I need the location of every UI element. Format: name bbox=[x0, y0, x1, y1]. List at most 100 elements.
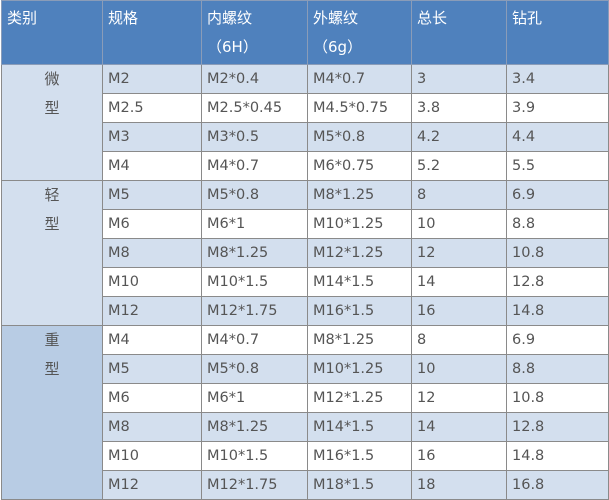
header-label: 规格 bbox=[108, 9, 139, 27]
drill-hole-cell: 4.4 bbox=[506, 122, 609, 152]
internal-thread-cell: M4*0.7 bbox=[201, 325, 308, 355]
external-thread-cell: M12*1.25 bbox=[307, 238, 412, 268]
external-thread-cell: M16*1.5 bbox=[307, 441, 412, 471]
spec-cell: M5 bbox=[102, 354, 202, 384]
spec-cell: M10 bbox=[102, 267, 202, 297]
category-cell: 轻型 bbox=[1, 180, 103, 326]
spec-cell: M3 bbox=[102, 122, 202, 152]
category-char: 型 bbox=[44, 360, 60, 378]
header-label: 外螺纹 bbox=[313, 9, 359, 27]
table-row: M12 M12*1.75 M16*1.5 16 14.8 bbox=[2, 296, 609, 326]
external-thread-cell: M16*1.5 bbox=[307, 296, 412, 326]
internal-thread-cell: M2*0.4 bbox=[201, 64, 308, 94]
header-spec: 规格 bbox=[102, 0, 202, 65]
header-label: 钻孔 bbox=[512, 9, 543, 27]
drill-hole-cell: 8.8 bbox=[506, 354, 609, 384]
header-total-length: 总长 bbox=[411, 0, 507, 65]
spec-cell: M12 bbox=[102, 470, 202, 500]
external-thread-cell: M6*0.75 bbox=[307, 151, 412, 181]
header-external-thread: 外螺纹 （6g） bbox=[307, 0, 412, 65]
header-sublabel: （6H） bbox=[207, 38, 258, 56]
total-length-cell: 16 bbox=[411, 296, 507, 326]
internal-thread-cell: M10*1.5 bbox=[201, 267, 308, 297]
drill-hole-cell: 3.4 bbox=[506, 64, 609, 94]
internal-thread-cell: M12*1.75 bbox=[201, 470, 308, 500]
category-char: 轻 bbox=[44, 186, 60, 204]
total-length-cell: 3 bbox=[411, 64, 507, 94]
table-row: M8 M8*1.25 M12*1.25 12 10.8 bbox=[2, 238, 609, 268]
external-thread-cell: M8*1.25 bbox=[307, 325, 412, 355]
table-row: M10 M10*1.5 M16*1.5 16 14.8 bbox=[2, 441, 609, 471]
external-thread-cell: M10*1.25 bbox=[307, 354, 412, 384]
internal-thread-cell: M8*1.25 bbox=[201, 412, 308, 442]
header-label: 内螺纹 bbox=[207, 9, 253, 27]
table-row: 轻型 M5 M5*0.8 M8*1.25 8 6.9 bbox=[1, 180, 609, 326]
total-length-cell: 8 bbox=[411, 325, 507, 355]
header-label: 类别 bbox=[7, 9, 38, 27]
total-length-cell: 5.2 bbox=[411, 151, 507, 181]
header-drill-hole: 钻孔 bbox=[506, 0, 609, 65]
header-sublabel: （6g） bbox=[313, 38, 363, 56]
category-char: 微 bbox=[44, 70, 60, 88]
spec-cell: M2.5 bbox=[102, 93, 202, 123]
internal-thread-cell: M3*0.5 bbox=[201, 122, 308, 152]
spec-cell: M10 bbox=[102, 441, 202, 471]
external-thread-cell: M14*1.5 bbox=[307, 267, 412, 297]
drill-hole-cell: 3.9 bbox=[506, 93, 609, 123]
drill-hole-cell: 10.8 bbox=[506, 383, 609, 413]
total-length-cell: 10 bbox=[411, 209, 507, 239]
drill-hole-cell: 8.8 bbox=[506, 209, 609, 239]
external-thread-cell: M4.5*0.75 bbox=[307, 93, 412, 123]
spec-cell: M6 bbox=[102, 383, 202, 413]
total-length-cell: 14 bbox=[411, 267, 507, 297]
total-length-cell: 3.8 bbox=[411, 93, 507, 123]
external-thread-cell: M12*1.25 bbox=[307, 383, 412, 413]
internal-thread-cell: M5*0.8 bbox=[201, 354, 308, 384]
total-length-cell: 16 bbox=[411, 441, 507, 471]
total-length-cell: 8 bbox=[411, 180, 507, 210]
category-cell: 重型 bbox=[1, 325, 103, 500]
drill-hole-cell: 14.8 bbox=[506, 441, 609, 471]
internal-thread-cell: M2.5*0.45 bbox=[201, 93, 308, 123]
external-thread-cell: M18*1.5 bbox=[307, 470, 412, 500]
table-row: M2.5 M2.5*0.45 M4.5*0.75 3.8 3.9 bbox=[2, 93, 609, 123]
table-row: 微型 M2 M2*0.4 M4*0.7 3 3.4 bbox=[1, 64, 609, 181]
drill-hole-cell: 12.8 bbox=[506, 267, 609, 297]
category-char: 型 bbox=[44, 215, 60, 233]
spec-cell: M12 bbox=[102, 296, 202, 326]
drill-hole-cell: 14.8 bbox=[506, 296, 609, 326]
header-internal-thread: 内螺纹 （6H） bbox=[201, 0, 308, 65]
table-row: M6 M6*1 M10*1.25 10 8.8 bbox=[2, 209, 609, 239]
spec-cell: M8 bbox=[102, 412, 202, 442]
drill-hole-cell: 6.9 bbox=[506, 325, 609, 355]
internal-thread-cell: M4*0.7 bbox=[201, 151, 308, 181]
internal-thread-cell: M12*1.75 bbox=[201, 296, 308, 326]
external-thread-cell: M10*1.25 bbox=[307, 209, 412, 239]
total-length-cell: 18 bbox=[411, 470, 507, 500]
table-row: M8 M8*1.25 M14*1.5 14 12.8 bbox=[2, 412, 609, 442]
external-thread-cell: M8*1.25 bbox=[307, 180, 412, 210]
total-length-cell: 4.2 bbox=[411, 122, 507, 152]
spec-cell: M8 bbox=[102, 238, 202, 268]
table-row: M10 M10*1.5 M14*1.5 14 12.8 bbox=[2, 267, 609, 297]
table-row: M3 M3*0.5 M5*0.8 4.2 4.4 bbox=[2, 122, 609, 152]
drill-hole-cell: 5.5 bbox=[506, 151, 609, 181]
category-char: 重 bbox=[44, 331, 60, 349]
spec-cell: M4 bbox=[102, 325, 202, 355]
header-row: 类别 规格 内螺纹 （6H） 外螺纹 （6g） 总长 钻孔 bbox=[1, 0, 609, 65]
spec-cell: M5 bbox=[102, 180, 202, 210]
category-char: 型 bbox=[44, 99, 60, 117]
drill-hole-cell: 6.9 bbox=[506, 180, 609, 210]
drill-hole-cell: 12.8 bbox=[506, 412, 609, 442]
internal-thread-cell: M5*0.8 bbox=[201, 180, 308, 210]
spec-cell: M2 bbox=[102, 64, 202, 94]
drill-hole-cell: 16.8 bbox=[506, 470, 609, 500]
external-thread-cell: M4*0.7 bbox=[307, 64, 412, 94]
external-thread-cell: M14*1.5 bbox=[307, 412, 412, 442]
total-length-cell: 10 bbox=[411, 354, 507, 384]
header-label: 总长 bbox=[417, 9, 448, 27]
spec-cell: M4 bbox=[102, 151, 202, 181]
drill-hole-cell: 10.8 bbox=[506, 238, 609, 268]
category-cell: 微型 bbox=[1, 64, 103, 181]
